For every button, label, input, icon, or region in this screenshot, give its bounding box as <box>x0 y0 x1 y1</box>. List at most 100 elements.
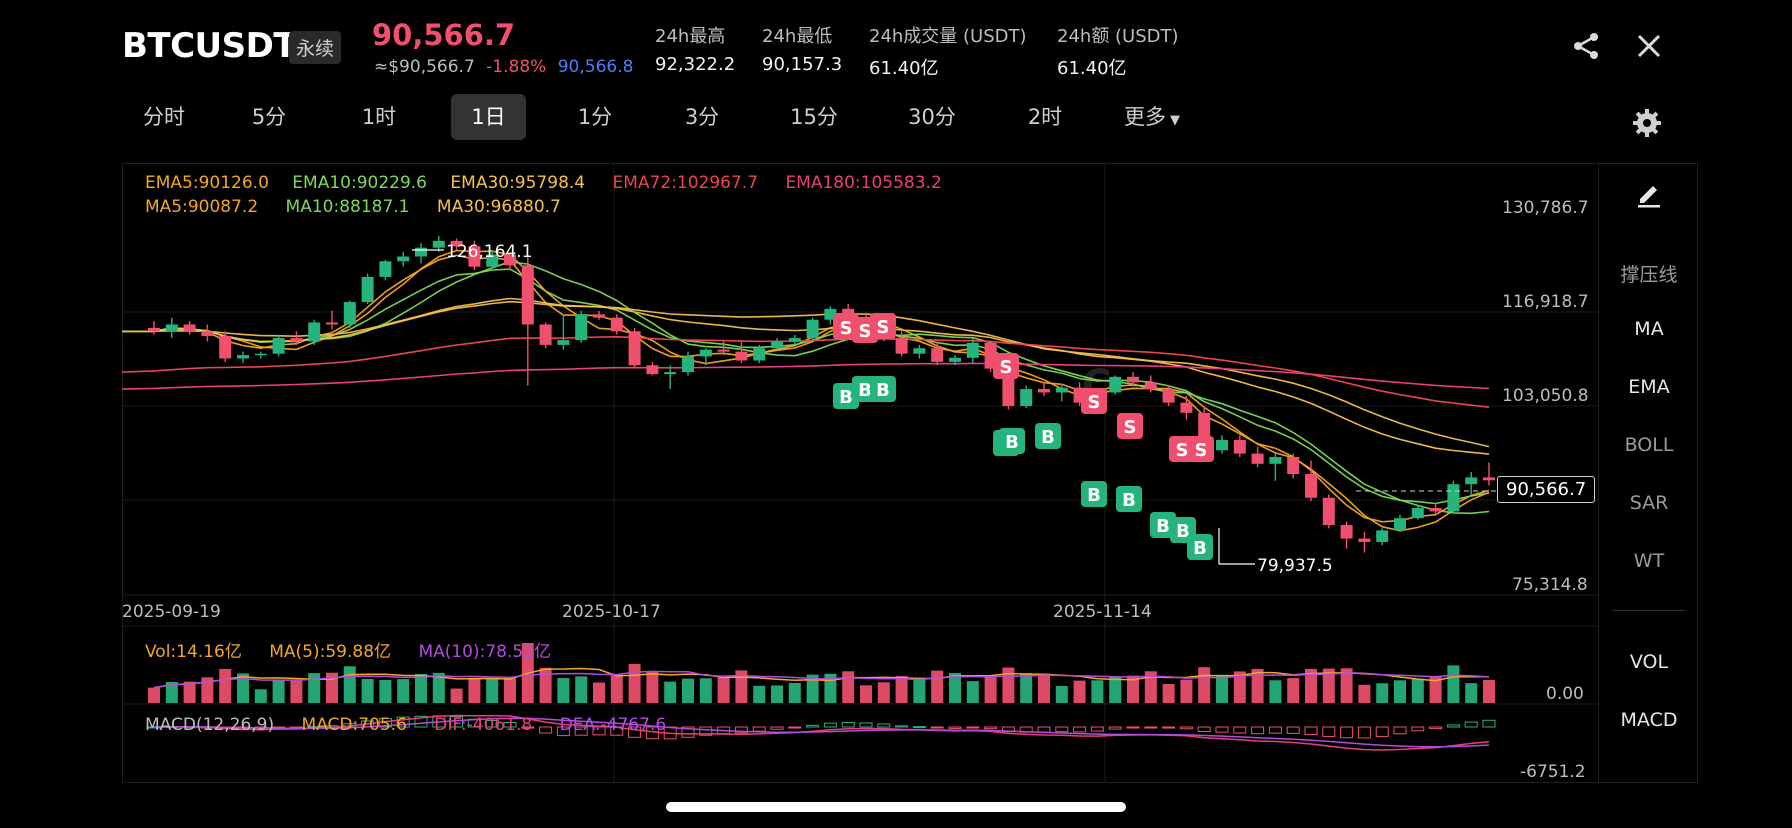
candlestick <box>1340 521 1353 549</box>
candlestick <box>1269 453 1282 481</box>
macd-bar <box>1393 726 1407 735</box>
volume-bar <box>201 677 214 703</box>
tab-timeframe[interactable]: 5分 <box>251 105 287 129</box>
ema30-value: EMA30:95798.4 <box>450 173 586 193</box>
ma30-line <box>122 300 1490 448</box>
candlestick <box>539 322 552 349</box>
tab-timeframe-active[interactable]: 1日 <box>451 94 526 140</box>
candlestick <box>1305 460 1317 502</box>
share-icon[interactable] <box>1570 30 1602 62</box>
side-item-support-resistance[interactable]: 撑压线 <box>1620 264 1678 286</box>
candlestick <box>504 253 516 271</box>
sell-signal-badge-box <box>1188 436 1214 462</box>
side-item-wt[interactable]: WT <box>1633 550 1665 572</box>
candle-body <box>735 351 748 361</box>
side-item-ema[interactable]: EMA <box>1628 376 1670 398</box>
candle-body <box>593 314 605 318</box>
buy-signal-badge-letter: B <box>858 380 872 401</box>
candle-body <box>450 240 463 247</box>
candlestick <box>628 327 641 369</box>
macd-bar <box>414 715 428 728</box>
volume-bar <box>450 688 463 703</box>
candle-body <box>308 322 321 342</box>
tab-timeframe[interactable]: 15分 <box>790 105 838 129</box>
macd-bar <box>895 725 909 728</box>
candlestick <box>1233 435 1246 458</box>
candlestick <box>1411 505 1424 520</box>
macd-bar <box>1179 726 1193 730</box>
candlestick <box>1038 382 1050 396</box>
candlestick <box>290 331 303 345</box>
ma-legend[interactable]: MA5:90087.2 MA10:88187.1 MA30:96880.7 <box>145 197 561 217</box>
more-timeframes-dropdown[interactable]: 更多 ▼ <box>1112 94 1192 140</box>
candle-body <box>1411 507 1424 519</box>
candle-body <box>219 336 232 359</box>
macd-histogram <box>147 714 1496 751</box>
side-item-ma[interactable]: MA <box>1634 318 1664 340</box>
ema-legend[interactable]: EMA5:90126.0 EMA10:90229.6 EMA30:95798.4… <box>145 173 942 193</box>
ema5-line <box>122 254 1490 523</box>
sell-signal-badge-box <box>870 313 896 339</box>
volume-bar <box>788 682 801 703</box>
side-item-sar[interactable]: SAR <box>1629 492 1669 514</box>
ema10-line <box>122 268 1490 505</box>
volume-bar <box>539 667 552 703</box>
sell-signal-badge-letter: S <box>1088 392 1101 413</box>
pencil-icon[interactable] <box>1635 180 1663 208</box>
volume-bar <box>1127 675 1139 703</box>
macd-bar <box>592 726 606 736</box>
buy-signal-badge-box <box>870 376 896 402</box>
macd-bar <box>752 726 766 732</box>
macd-bar <box>1144 726 1158 729</box>
candle-body <box>949 357 961 362</box>
tab-timeframe[interactable]: 30分 <box>908 105 956 129</box>
candle-body <box>1429 507 1442 512</box>
macd-bar <box>1215 726 1229 733</box>
candle-body <box>1233 440 1246 454</box>
volume-legend[interactable]: Vol:14.16亿 MA(5):59.88亿 MA(10):78.52亿 <box>145 637 551 662</box>
candlestick <box>593 310 605 320</box>
side-item-vol[interactable]: VOL <box>1629 651 1669 673</box>
date-axis-label: 2025-11-14 <box>1053 602 1152 622</box>
candlestick <box>1376 528 1389 546</box>
candle-body <box>148 327 160 332</box>
macd-bar <box>539 726 553 734</box>
volume-bar <box>148 687 160 703</box>
tab-timeframe[interactable]: 分时 <box>143 105 185 129</box>
buy-signal-badge: B <box>1081 481 1107 507</box>
volume-bar <box>717 676 730 703</box>
macd-legend[interactable]: MACD(12,26,9) MACD:705.6 DIF:-4061.8 DEA… <box>145 715 666 735</box>
tab-timeframe[interactable]: 3分 <box>684 105 720 129</box>
tab-timeframe[interactable]: 2时 <box>1027 105 1063 129</box>
macd-bar <box>1268 726 1282 734</box>
candlestick <box>895 331 908 357</box>
last-price: 90,566.7 <box>372 18 516 52</box>
sell-signal-badge-box <box>1081 388 1107 414</box>
macd-bar <box>1090 726 1104 732</box>
stat-value: 61.40亿 <box>869 58 939 79</box>
candle-body <box>575 314 588 341</box>
candlestick <box>699 348 712 366</box>
symbol-title[interactable]: BTCUSDT <box>122 26 297 66</box>
side-item-macd[interactable]: MACD <box>1620 709 1678 731</box>
tab-timeframe[interactable]: 1分 <box>577 105 613 129</box>
chart-frame <box>122 163 1698 783</box>
close-icon[interactable] <box>1633 30 1665 62</box>
gear-icon[interactable] <box>1632 108 1662 138</box>
volume-bar <box>699 678 712 703</box>
tab-timeframe[interactable]: 1时 <box>361 105 397 129</box>
stat-24h-low: 24h最低 90,157.3 <box>762 22 842 75</box>
volume-bar <box>397 679 410 703</box>
volume-bar <box>415 673 427 703</box>
side-item-boll[interactable]: BOLL <box>1624 434 1674 456</box>
candlestick <box>343 300 356 328</box>
volume-bar <box>1269 680 1282 703</box>
volume-bar <box>379 679 392 703</box>
candlestick <box>272 334 285 357</box>
macd-bar <box>1322 726 1336 737</box>
candle-body <box>379 261 392 277</box>
candlestick <box>165 317 178 339</box>
sell-signal-badge-box <box>1117 413 1143 439</box>
ma10-line <box>122 260 1490 515</box>
